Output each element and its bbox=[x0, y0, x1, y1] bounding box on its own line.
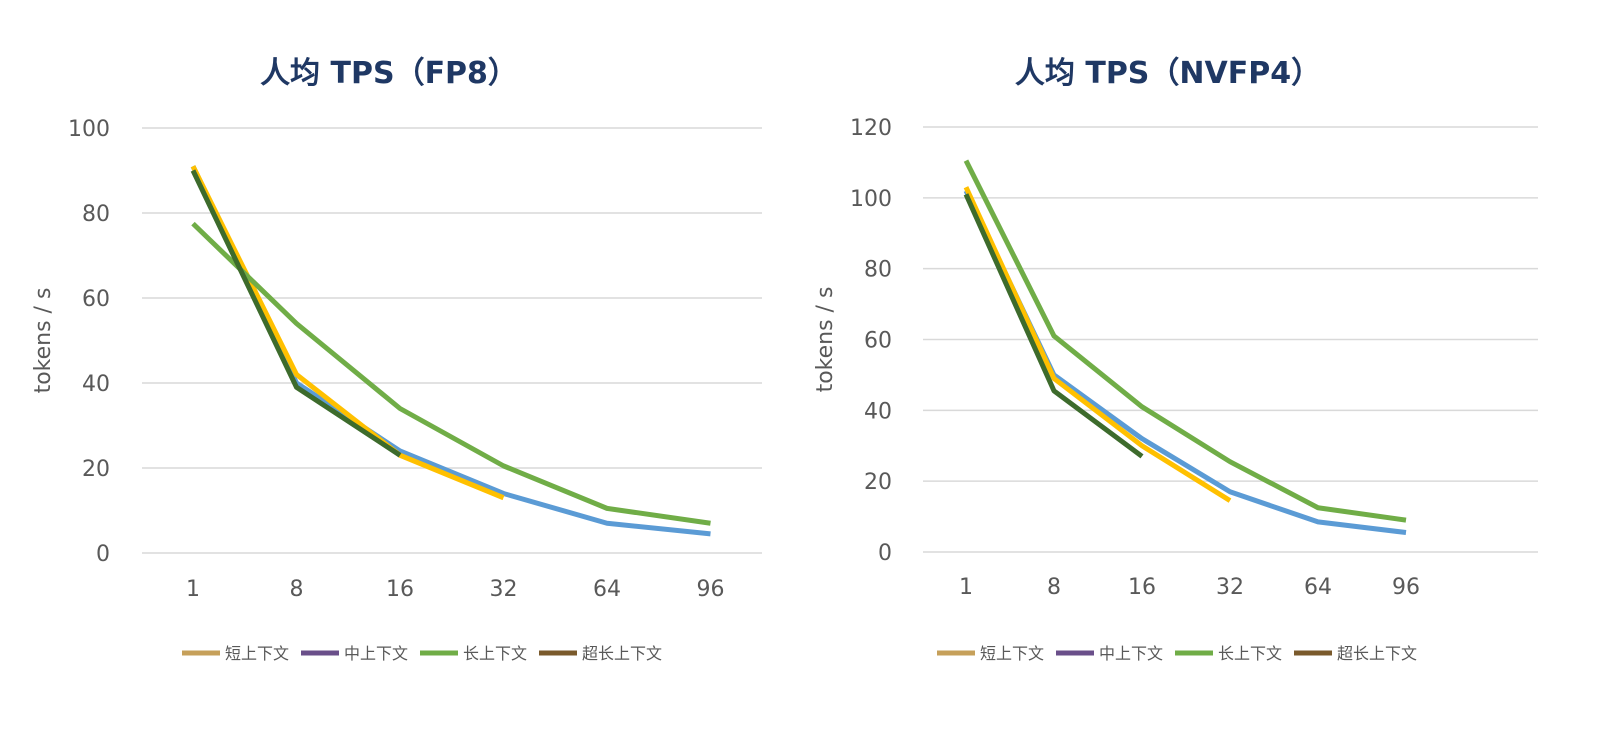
y-axis-label: tokens / s bbox=[31, 288, 56, 394]
y-tick-label: 0 bbox=[96, 542, 110, 567]
y-tick-label: 80 bbox=[864, 258, 892, 283]
x-tick-label: 16 bbox=[386, 577, 414, 602]
x-tick-label: 32 bbox=[490, 577, 518, 602]
y-axis-label: tokens / s bbox=[813, 287, 838, 393]
series-line-3 bbox=[963, 159, 1407, 523]
y-tick-label: 120 bbox=[850, 116, 892, 141]
x-tick-label: 32 bbox=[1216, 575, 1244, 600]
y-tick-label: 100 bbox=[68, 117, 110, 142]
chart-title: 人均 TPS（FP8） bbox=[260, 56, 518, 91]
x-tick-label: 16 bbox=[1128, 575, 1156, 600]
x-tick-label: 8 bbox=[1047, 575, 1061, 600]
x-tick-label: 1 bbox=[959, 575, 973, 600]
y-tick-label: 60 bbox=[82, 287, 110, 312]
series-line-4 bbox=[190, 169, 402, 458]
legend-label: 长上下文 bbox=[463, 644, 527, 663]
series-line-2 bbox=[190, 165, 505, 501]
y-tick-label: 40 bbox=[82, 372, 110, 397]
legend-label: 短上下文 bbox=[225, 644, 289, 663]
series-line-3 bbox=[191, 221, 711, 526]
y-tick-label: 60 bbox=[864, 329, 892, 354]
series-line-2 bbox=[963, 186, 1232, 503]
legend-label: 中上下文 bbox=[1099, 644, 1163, 663]
x-tick-label: 1 bbox=[186, 577, 200, 602]
x-tick-label: 96 bbox=[1392, 575, 1420, 600]
legend-label: 超长上下文 bbox=[1337, 644, 1417, 663]
x-tick-label: 96 bbox=[697, 577, 725, 602]
y-tick-label: 100 bbox=[850, 187, 892, 212]
chart-title: 人均 TPS（NVFP4） bbox=[1015, 56, 1321, 91]
legend-label: 中上下文 bbox=[344, 644, 408, 663]
legend-label: 长上下文 bbox=[1218, 644, 1282, 663]
chart-nvfp4: 人均 TPS（NVFP4） 0 20 40 60 80 100 120 1 8 16 32 64 96 to… bbox=[813, 56, 1538, 663]
y-tick-label: 0 bbox=[878, 541, 892, 566]
series-line-4 bbox=[963, 193, 1144, 459]
x-tick-label: 8 bbox=[290, 577, 304, 602]
y-tick-label: 40 bbox=[864, 399, 892, 424]
x-tick-label: 64 bbox=[1304, 575, 1332, 600]
y-tick-label: 20 bbox=[864, 470, 892, 495]
chart-fp8: 人均 TPS（FP8） 0 20 40 60 80 100 1 8 16 32 64 96 tokens … bbox=[31, 56, 762, 663]
legend-label: 短上下文 bbox=[980, 644, 1044, 663]
y-tick-label: 80 bbox=[82, 202, 110, 227]
y-tick-label: 20 bbox=[82, 457, 110, 482]
legend-label: 超长上下文 bbox=[582, 644, 662, 663]
x-tick-label: 64 bbox=[593, 577, 621, 602]
